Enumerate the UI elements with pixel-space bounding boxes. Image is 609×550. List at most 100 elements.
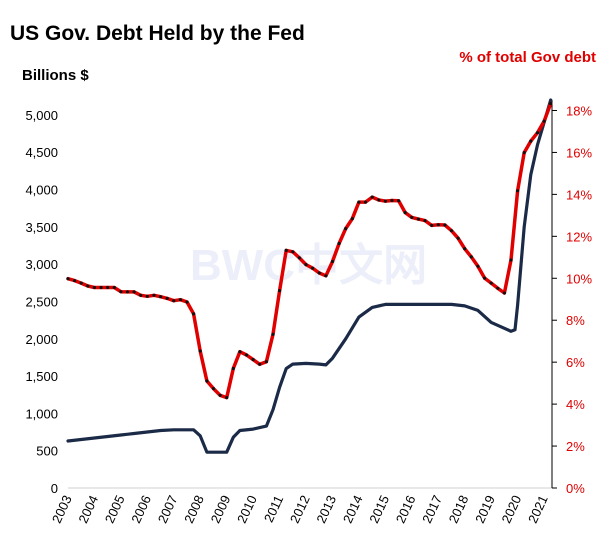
y-tick-label: 3,500 (25, 220, 58, 235)
x-tick-label: 2013 (313, 493, 339, 526)
pct-data-point (397, 199, 401, 203)
pct-data-point (324, 274, 328, 278)
x-tick-label: 2017 (419, 493, 445, 526)
y2-tick-label: 6% (566, 355, 585, 370)
x-tick-label: 2009 (208, 493, 234, 526)
pct-data-point (132, 290, 136, 294)
pct-data-point (311, 266, 315, 270)
y2-tick-label: 0% (566, 481, 585, 496)
y-tick-label: 2,000 (25, 332, 58, 347)
pct-data-point (145, 294, 149, 298)
pct-data-point (542, 119, 546, 123)
pct-data-point (469, 255, 473, 259)
x-tick-label: 2021 (525, 493, 551, 526)
pct-data-point (231, 366, 235, 371)
y-tick-label: 4,000 (25, 183, 58, 198)
pct-data-point (377, 198, 381, 202)
x-tick-label: 2016 (393, 493, 419, 526)
pct-data-point (516, 189, 520, 193)
pct-data-point (443, 223, 447, 227)
pct-data-point (218, 393, 222, 397)
pct-data-point (139, 293, 143, 297)
x-tick-label: 2007 (155, 493, 181, 526)
pct-data-point (337, 241, 341, 246)
y2-tick-label: 2% (566, 439, 585, 454)
pct-data-point (251, 358, 255, 362)
pct-data-point (344, 227, 348, 231)
pct-data-point (238, 350, 242, 354)
pct-data-point (304, 263, 308, 267)
pct-data-point (436, 223, 440, 227)
x-tick-label: 2005 (102, 493, 128, 526)
left-axis-unit-label: Billions $ (22, 67, 89, 84)
pct-data-point (383, 199, 387, 203)
pct-data-point (99, 285, 103, 290)
pct-data-point (205, 379, 209, 383)
pct-data-point (92, 285, 96, 290)
x-tick-label: 2019 (472, 493, 498, 526)
x-tick-label: 2008 (181, 493, 207, 526)
pct-data-point (502, 291, 506, 295)
pct-data-point (66, 277, 70, 281)
fed-holdings-line (66, 98, 553, 454)
y-tick-label: 5,000 (25, 108, 58, 123)
series-layer (66, 98, 553, 454)
x-tick-label: 2003 (49, 493, 75, 526)
y2-tick-label: 4% (566, 397, 585, 412)
y2-tick-label: 10% (566, 271, 592, 286)
pct-data-point (463, 247, 467, 251)
x-tick-label: 2006 (128, 493, 154, 526)
pct-data-point (410, 215, 414, 219)
pct-data-point (549, 102, 553, 106)
pct-data-point (509, 258, 513, 262)
x-tick-label: 2010 (234, 493, 260, 526)
pct-data-point (496, 286, 500, 290)
y-tick-label: 0 (51, 481, 58, 496)
x-tick-label: 2018 (446, 493, 472, 526)
pct-data-point (476, 264, 480, 268)
pct-data-point (185, 300, 189, 304)
pct-data-point (264, 360, 268, 364)
pct-data-point (363, 200, 368, 204)
pct-data-point (529, 139, 533, 143)
pct-data-point (125, 290, 130, 294)
pct-data-point (172, 299, 176, 303)
pct-data-point (403, 211, 407, 215)
right-axis-unit-label: % of total Gov debt (459, 49, 596, 66)
pct-data-point (449, 229, 454, 233)
pct-data-point (456, 236, 460, 240)
pct-data-point (350, 217, 354, 221)
tick-labels: 0 500 1,000 1,500 2,000 2,500 3,000 3,500 4,000 4… (25, 103, 592, 525)
y2-tick-label: 12% (566, 229, 592, 244)
pct-data-point (416, 217, 420, 221)
y2-tick-label: 14% (566, 187, 592, 202)
x-tick-label: 2004 (75, 493, 101, 526)
pct-data-point (152, 293, 156, 297)
pct-data-point (430, 223, 434, 227)
pct-data-point (165, 296, 169, 300)
y-tick-label: 3,000 (25, 257, 58, 272)
x-tick-label: 2015 (366, 493, 392, 526)
pct-data-point (284, 248, 288, 252)
pct-data-point (73, 279, 77, 283)
pct-data-point (258, 362, 262, 366)
pct-data-point (522, 151, 526, 155)
pct-data-point (192, 312, 196, 316)
y-tick-label: 2,500 (25, 294, 58, 309)
pct-data-point (271, 332, 275, 336)
y2-tick-label: 18% (566, 103, 592, 118)
pct-data-point (535, 131, 540, 135)
pct-data-point (86, 284, 90, 288)
pct-data-point (489, 281, 493, 285)
x-tick-label: 2020 (499, 493, 525, 526)
pct-data-point (178, 298, 182, 302)
x-tick-label: 2014 (340, 493, 366, 526)
pct-data-point (211, 387, 216, 391)
pct-data-point (483, 276, 487, 280)
y-tick-label: 1,500 (25, 369, 58, 384)
pct-data-point (159, 295, 163, 299)
pct-data-point (297, 256, 301, 260)
x-tick-label: 2012 (287, 493, 313, 526)
y2-tick-label: 8% (566, 313, 585, 328)
pct-data-point (79, 281, 83, 285)
